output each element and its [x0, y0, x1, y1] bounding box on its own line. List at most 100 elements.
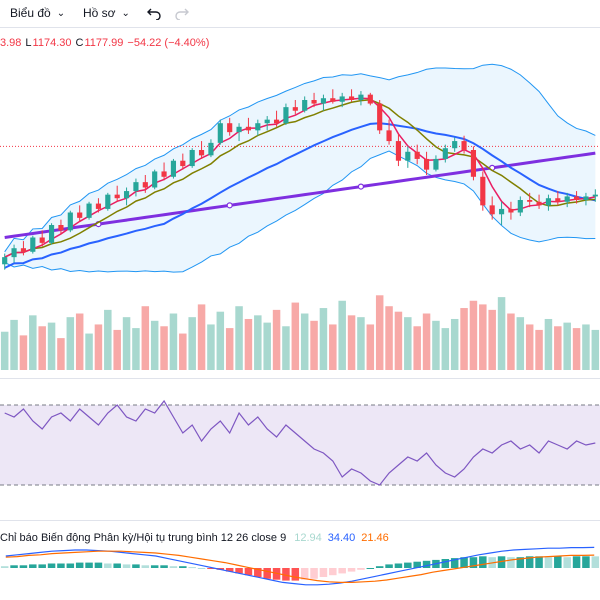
macd-histogram-bar [122, 564, 131, 568]
candle-body [217, 123, 223, 143]
volume-bar [47, 322, 56, 370]
volume-bar [572, 328, 581, 370]
macd-histogram-bar [10, 565, 18, 568]
macd-signal-line [5, 550, 595, 584]
volume-bar [450, 318, 459, 370]
macd-histogram-bar [319, 568, 328, 577]
redo-icon[interactable] [171, 3, 193, 23]
macd-histogram-bar [479, 556, 487, 568]
candle-body [508, 208, 514, 213]
candle-body [208, 142, 214, 156]
volume-bar [225, 328, 234, 370]
macd-histogram-bar [385, 564, 393, 568]
macd-histogram-bar [535, 556, 543, 568]
candle-body [348, 96, 355, 100]
macd-histogram-bar [160, 565, 168, 568]
volume-bar [582, 324, 590, 370]
candle-body [573, 196, 580, 200]
macd-histogram-bar [38, 564, 46, 568]
volume-bar [150, 320, 159, 370]
macd-histogram-bar [254, 568, 262, 577]
macd-histogram-bar [404, 562, 412, 568]
candle-body [142, 182, 148, 188]
volume-bar [122, 317, 131, 370]
profile-menu-button[interactable]: Hồ sơ ⌄ [83, 5, 130, 22]
macd-line-value: 34.40 [327, 532, 356, 544]
candle-body [405, 151, 411, 161]
macd-histogram-bar [104, 563, 112, 568]
macd-histogram-bar [19, 565, 28, 568]
candle-body [386, 130, 392, 142]
candle-body [564, 196, 570, 202]
volume-bar [57, 338, 65, 370]
volume-bar [160, 326, 168, 370]
candle-body [39, 237, 45, 243]
macd-histogram-bar [132, 564, 140, 568]
volume-bar [488, 309, 496, 370]
candle-body [227, 123, 233, 133]
macd-histogram-bar [338, 568, 346, 574]
macd-signal-value: 21.46 [361, 532, 389, 544]
candle-body [442, 148, 448, 159]
panel-divider [0, 378, 600, 379]
macd-histogram-bar [525, 556, 534, 568]
volume-bar [460, 308, 468, 370]
chart-menu-button[interactable]: Biểu đồ ⌄ [10, 5, 65, 22]
macd-histogram-bar [441, 559, 450, 568]
macd-histogram-bar [366, 568, 375, 569]
candle-body [592, 194, 598, 197]
volume-bar [282, 326, 290, 370]
macd-histogram-bar [179, 566, 187, 568]
volume-bar [207, 324, 215, 370]
macd-histogram-bar [582, 556, 590, 568]
candle-body [358, 94, 364, 100]
macd-histogram-value: 12.94 [294, 532, 322, 544]
macd-histogram-bar [291, 568, 300, 581]
volume-bar [38, 326, 46, 370]
macd-line [5, 546, 595, 586]
candle-body [198, 150, 205, 156]
volume-bar [422, 313, 431, 370]
candle-body [152, 171, 158, 188]
volume-bar [291, 302, 300, 370]
chart-menu-label: Biểu đồ [10, 6, 51, 20]
macd-histogram-bar [357, 568, 365, 570]
macd-histogram-bar [235, 568, 243, 574]
candle-body [498, 208, 505, 215]
profile-menu-label: Hồ sơ [83, 6, 116, 20]
undo-icon[interactable] [143, 3, 165, 23]
rsi-line [4, 399, 596, 486]
volume-bar [75, 313, 84, 370]
volume-bar [329, 324, 337, 370]
panel-divider [0, 520, 600, 521]
macd-histogram-bar [282, 568, 290, 581]
macd-histogram-bar [75, 562, 84, 568]
candle-body [452, 141, 458, 149]
low-value: 1174.30 [32, 37, 72, 49]
candle-body [377, 103, 383, 131]
macd-histogram-bar [329, 568, 337, 576]
volume-bar [357, 317, 365, 370]
macd-histogram-bar [300, 568, 309, 580]
volume-bar [525, 324, 534, 370]
macd-histogram-bar [460, 557, 468, 568]
candle-body [236, 126, 242, 133]
macd-histogram-bar [113, 563, 121, 568]
volume-bar [319, 308, 328, 370]
candle-body [77, 212, 83, 218]
volume-bar [85, 333, 93, 370]
candle-body [170, 160, 177, 177]
volume-bar [29, 315, 37, 370]
volume-bar [216, 311, 225, 370]
volume-bar [263, 322, 271, 370]
volume-bar [507, 313, 515, 370]
candle-body [302, 100, 308, 111]
macd-indicator-label: Chỉ báo Biến động Phân kỳ/Hội tụ trung b… [0, 532, 287, 544]
volume-bar [413, 326, 421, 370]
low-label: L [25, 37, 32, 49]
volume-bar [188, 317, 196, 370]
macd-histogram-bar [572, 556, 581, 568]
candle-body [367, 94, 373, 104]
macd-histogram-bar [544, 557, 553, 568]
